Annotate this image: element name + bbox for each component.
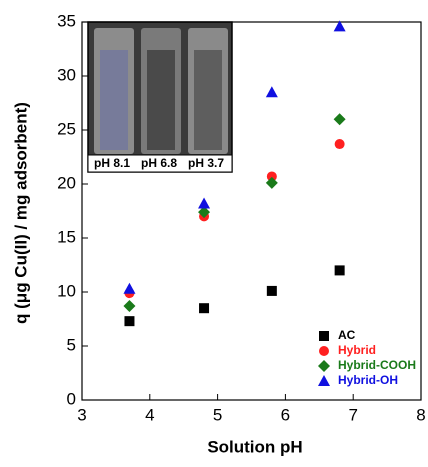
marker (333, 113, 346, 126)
x-tick-label: 6 (281, 405, 290, 424)
x-tick-label: 8 (416, 405, 425, 424)
x-tick-label: 5 (213, 405, 222, 424)
marker (318, 360, 330, 372)
marker (319, 346, 329, 356)
marker (198, 206, 211, 219)
y-tick-label: 5 (67, 335, 76, 354)
marker (124, 316, 135, 327)
y-tick-label: 20 (57, 173, 76, 192)
plot-frame (81, 21, 422, 401)
y-tick-label: 0 (67, 389, 76, 408)
marker (198, 197, 211, 209)
x-tick-label: 4 (145, 405, 154, 424)
marker (334, 265, 345, 276)
legend-label: AC (338, 328, 356, 342)
x-tick-label: 7 (348, 405, 357, 424)
y-tick-label: 15 (57, 227, 76, 246)
inset-label: pH 6.8 (141, 156, 177, 170)
marker (334, 139, 345, 150)
marker (123, 300, 136, 313)
marker (265, 176, 278, 189)
marker (199, 303, 210, 314)
legend-label: Hybrid (338, 343, 376, 357)
inset-label: pH 8.1 (94, 156, 130, 170)
y-tick-label: 25 (57, 119, 76, 138)
marker (319, 331, 329, 341)
marker (266, 285, 277, 296)
y-tick-label: 35 (57, 11, 76, 30)
marker (318, 375, 330, 386)
marker (333, 20, 346, 32)
marker (123, 282, 136, 294)
inset-photo (87, 21, 233, 173)
marker (266, 171, 277, 182)
x-axis-label: Solution pH (207, 437, 302, 456)
inset-label: pH 3.7 (188, 156, 224, 170)
marker (265, 86, 278, 98)
legend-label: Hybrid-COOH (338, 358, 416, 372)
x-tick-label: 3 (77, 405, 86, 424)
legend-label: Hybrid-OH (338, 373, 398, 387)
y-tick-label: 30 (57, 65, 76, 84)
y-axis-label: q (μg Cu(II) / mg adsorbent) (11, 102, 30, 324)
y-tick-label: 10 (57, 281, 76, 300)
